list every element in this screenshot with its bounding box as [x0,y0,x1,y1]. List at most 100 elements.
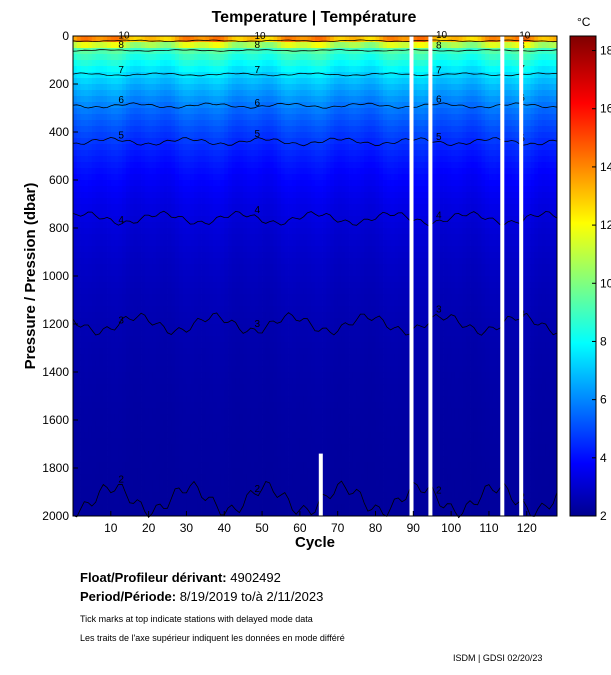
heatmap-cell [190,156,195,163]
heatmap-cell [107,252,112,259]
heatmap-cell [197,414,202,421]
heatmap-cell [194,288,199,295]
heatmap-cell [246,324,252,331]
heatmap-cell [178,210,184,217]
heatmap-cell [250,360,255,367]
heatmap-cell [95,444,100,451]
heatmap-cell [205,390,210,397]
heatmap-cell [197,366,202,373]
heatmap-cell [110,300,115,307]
heatmap-cell [73,354,78,361]
heatmap-cell [246,150,252,157]
heatmap-cell [269,414,274,421]
heatmap-cell [239,312,244,319]
heatmap-cell [186,36,191,43]
heatmap-cell [178,288,184,295]
heatmap-cell [156,84,161,91]
heatmap-cell [224,144,229,151]
heatmap-cell [175,462,180,469]
heatmap-cell [231,198,236,205]
heatmap-cell [178,240,184,247]
heatmap-cell [144,408,150,415]
heatmap-cell [175,60,180,67]
heatmap-cell [235,474,240,481]
heatmap-cell [182,462,187,469]
heatmap-cell [212,144,218,151]
heatmap-cell [171,150,176,157]
heatmap-cell [303,486,308,493]
heatmap-cell [194,342,199,349]
heatmap-cell [163,384,168,391]
heatmap-cell [292,270,297,277]
heatmap-cell [194,132,199,139]
heatmap-cell [114,498,119,505]
heatmap-cell [163,150,168,157]
heatmap-cell [175,168,180,175]
heatmap-cell [194,282,199,289]
heatmap-cell [269,378,274,385]
heatmap-cell [299,150,305,157]
heatmap-cell [190,42,195,49]
heatmap-cell [118,126,123,133]
heatmap-cell [91,168,97,175]
heatmap-cell [84,114,89,121]
heatmap-cell [296,96,301,103]
heatmap-cell [235,108,240,115]
heatmap-cell [303,48,308,55]
heatmap-cell [288,180,293,187]
heatmap-cell [91,60,97,67]
heatmap-cell [99,210,104,217]
heatmap-cell [292,420,297,427]
heatmap-cell [110,180,115,187]
heatmap-cell [88,228,93,235]
heatmap-cell [296,492,301,499]
heatmap-cell [216,402,221,409]
heatmap-cell [73,150,78,157]
heatmap-cell [231,324,236,331]
heatmap-cell [197,510,202,517]
heatmap-cell [224,360,229,367]
heatmap-cell [159,294,165,301]
heatmap-cell [246,318,252,325]
heatmap-cell [201,222,206,229]
heatmap-cell [73,468,78,475]
heatmap-cell [205,216,210,223]
heatmap-cell [292,102,297,109]
heatmap-cell [186,96,191,103]
heatmap-cell [133,372,138,379]
heatmap-cell [273,168,278,175]
heatmap-cell [171,288,176,295]
heatmap-cell [216,150,221,157]
heatmap-cell [269,450,274,457]
heatmap-cell [284,468,289,475]
heatmap-cell [80,174,85,181]
heatmap-cell [224,132,229,139]
heatmap-cell [228,60,233,67]
heatmap-cell [254,300,259,307]
heatmap-cell [194,84,199,91]
heatmap-cell [299,318,305,325]
heatmap-cell [220,270,225,277]
heatmap-cell [84,48,89,55]
heatmap-cell [205,132,210,139]
heatmap-cell [190,294,195,301]
heatmap-cell [212,78,218,85]
heatmap-cell [269,396,274,403]
heatmap-cell [76,300,81,307]
heatmap-cell [292,42,297,49]
heatmap-cell [156,360,161,367]
heatmap-cell [171,336,176,343]
heatmap-cell [107,168,112,175]
heatmap-cell [129,414,134,421]
heatmap-cell [95,408,100,415]
heatmap-cell [125,198,131,205]
heatmap-cell [197,120,202,127]
heatmap-cell [273,186,278,193]
heatmap-cell [277,162,282,169]
heatmap-cell [284,42,289,49]
heatmap-cell [224,168,229,175]
heatmap-cell [163,372,168,379]
heatmap-cell [122,174,127,181]
heatmap-cell [159,270,165,277]
heatmap-cell [125,168,131,175]
